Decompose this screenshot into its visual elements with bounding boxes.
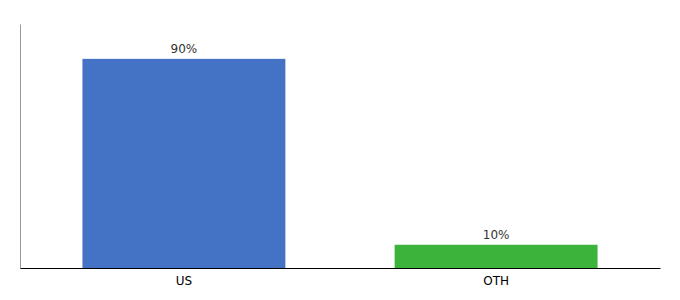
bars (82, 59, 597, 268)
x-tick: OTH (483, 268, 509, 288)
chart: US OTH 90% 10% (0, 0, 680, 300)
data-label: 90% (171, 42, 198, 56)
x-tick-label: OTH (483, 274, 509, 288)
x-axis-line (21, 268, 661, 269)
data-labels: 90% 10% (171, 42, 510, 242)
bar (395, 245, 598, 268)
y-axis-line (20, 25, 21, 269)
plot: US OTH 90% 10% (21, 25, 661, 288)
x-axis: US OTH (21, 268, 661, 288)
y-axis (20, 25, 21, 269)
data-label: 10% (483, 228, 510, 242)
bar (82, 59, 285, 268)
x-tick: US (176, 268, 192, 288)
x-tick-label: US (176, 274, 192, 288)
